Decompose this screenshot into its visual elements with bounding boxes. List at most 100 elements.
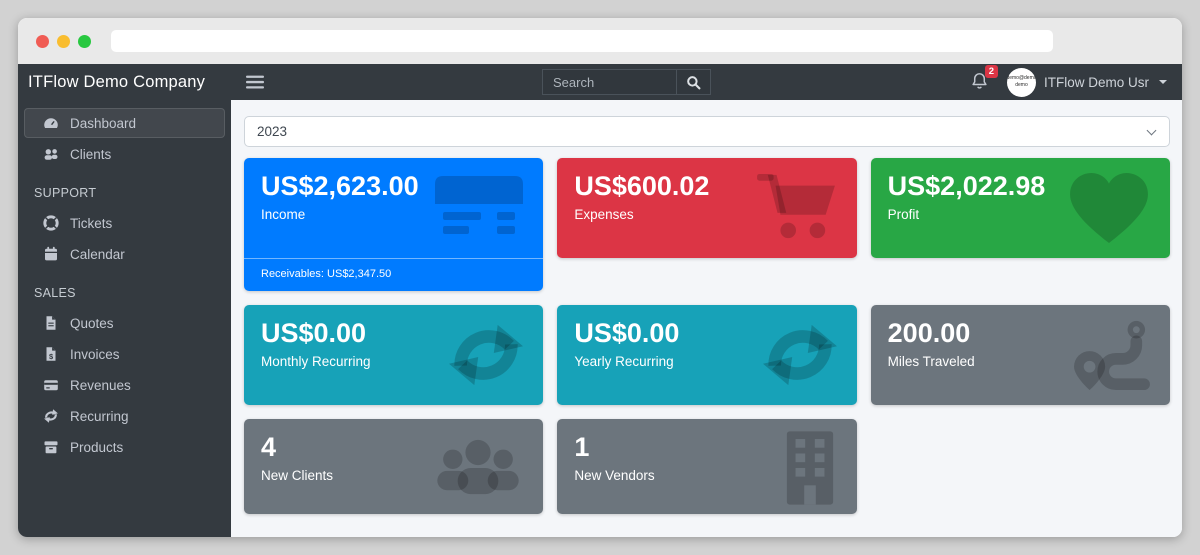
- user-menu[interactable]: demo@demo demo ITFlow Demo Usr: [1006, 67, 1167, 97]
- sidebar-item-clients[interactable]: Clients: [24, 139, 225, 169]
- sidebar-item-calendar[interactable]: Calendar: [24, 239, 225, 269]
- year-select-value: 2023: [257, 124, 288, 139]
- card-body: US$2,623.00 Income: [244, 158, 543, 258]
- search-button[interactable]: [676, 69, 711, 95]
- magnifier-icon: [687, 75, 701, 89]
- card-label: Monthly Recurring: [261, 354, 371, 370]
- income-card[interactable]: US$2,623.00 Income Receivables: US$2,347…: [244, 158, 544, 291]
- monthly-recurring-card[interactable]: US$0.00 Monthly Recurring: [244, 305, 544, 405]
- sidebar-item-label: Clients: [70, 146, 112, 162]
- close-window-icon[interactable]: [36, 34, 49, 48]
- sync-icon: [44, 409, 58, 423]
- user-name: ITFlow Demo Usr: [1043, 74, 1149, 90]
- sidebar-item-label: Quotes: [70, 315, 114, 331]
- card-value: 1: [574, 432, 590, 462]
- file-icon: [46, 316, 56, 330]
- sidebar-item-tickets[interactable]: Tickets: [24, 208, 225, 238]
- users-icon: [437, 439, 520, 494]
- sidebar-item-label: Tickets: [70, 215, 113, 231]
- sidebar-item-recurring[interactable]: Recurring: [24, 401, 225, 431]
- sidebar-item-revenues[interactable]: Revenues: [24, 370, 225, 400]
- sidebar-toggle-button[interactable]: [246, 75, 264, 89]
- sidebar-nav: Dashboard Clients SUPPORT: [18, 100, 231, 470]
- sidebar-section-sales: SALES: [34, 286, 76, 300]
- sidebar-item-label: Revenues: [70, 377, 131, 393]
- notification-count-badge: 2: [984, 65, 998, 79]
- card-label: Expenses: [574, 207, 634, 223]
- card-value: US$2,623.00: [261, 171, 419, 201]
- sidebar-item-label: Products: [70, 439, 124, 455]
- main-column: 2 demo@demo demo ITFlow Demo Usr: [231, 64, 1182, 537]
- card-label: New Clients: [261, 468, 334, 484]
- gauge-icon: [44, 118, 58, 128]
- avatar-text: demo@demo: [1006, 75, 1036, 81]
- card-body: 1 New Vendors: [557, 419, 856, 514]
- card-label: New Vendors: [574, 468, 655, 484]
- notifications-button[interactable]: 2: [971, 65, 998, 94]
- card-value: 4: [261, 432, 277, 462]
- minimize-window-icon[interactable]: [57, 34, 70, 48]
- card-body: US$0.00 Yearly Recurring: [557, 305, 856, 405]
- credit-card-icon: [435, 176, 524, 234]
- sidebar-item-products[interactable]: Products: [24, 432, 225, 462]
- navbar-search: [542, 69, 711, 95]
- sidebar-item-label: Invoices: [70, 346, 120, 362]
- search-input[interactable]: [542, 69, 676, 95]
- chevron-down-icon: [1159, 80, 1167, 84]
- card-body: US$2,022.98 Profit: [871, 158, 1170, 258]
- box-icon: [44, 441, 58, 454]
- sidebar-item-label: Recurring: [70, 408, 129, 424]
- hamburger-icon: [246, 75, 264, 89]
- avatar: demo@demo demo: [1006, 67, 1036, 97]
- card-label: Miles Traveled: [887, 354, 975, 370]
- route-icon: [1074, 320, 1150, 391]
- new-clients-card[interactable]: 4 New Clients: [244, 419, 544, 514]
- maximize-window-icon[interactable]: [78, 34, 91, 48]
- heart-icon: [1070, 172, 1148, 244]
- sidebar-item-label: Dashboard: [70, 115, 137, 131]
- yearly-recurring-card[interactable]: US$0.00 Yearly Recurring: [557, 305, 857, 405]
- sidebar-section-support: SUPPORT: [34, 186, 97, 200]
- card-value: US$2,022.98: [887, 171, 1046, 201]
- sidebar: ITFlow Demo Company Dashboard: [18, 64, 231, 537]
- browser-window: ITFlow Demo Company Dashboard: [18, 18, 1182, 537]
- stat-cards-grid: US$2,623.00 Income Receivables: US$2,347…: [244, 158, 1170, 514]
- sidebar-item-dashboard[interactable]: Dashboard: [24, 108, 225, 138]
- sidebar-item-label: Calendar: [70, 246, 125, 262]
- shopping-cart-icon: [756, 173, 835, 239]
- year-select[interactable]: 2023: [244, 116, 1170, 147]
- card-body: 200.00 Miles Traveled: [871, 305, 1170, 405]
- card-value: US$0.00: [261, 318, 367, 348]
- sidebar-item-quotes[interactable]: Quotes: [24, 308, 225, 338]
- calendar-icon: [45, 246, 57, 261]
- navbar-right: 2 demo@demo demo ITFlow Demo Usr: [971, 65, 1167, 97]
- card-body: US$600.02 Expenses: [557, 158, 856, 258]
- brand-title[interactable]: ITFlow Demo Company: [28, 72, 206, 91]
- address-bar[interactable]: [111, 30, 1053, 52]
- expenses-card[interactable]: US$600.02 Expenses: [557, 158, 857, 258]
- miles-traveled-card[interactable]: 200.00 Miles Traveled: [870, 305, 1170, 405]
- bell-icon: [972, 73, 987, 89]
- card-value: 200.00: [887, 318, 971, 348]
- card-label: Profit: [887, 207, 920, 223]
- browser-titlebar: [18, 18, 1182, 64]
- card-value: US$0.00: [574, 318, 680, 348]
- file-invoice-icon: $: [46, 347, 56, 361]
- credit-card-icon: [44, 380, 58, 391]
- dashboard-content: 2023 US$2,623.00 Income: [231, 100, 1182, 537]
- card-label: Yearly Recurring: [574, 354, 674, 370]
- sidebar-item-invoices[interactable]: $ Invoices: [24, 339, 225, 369]
- new-vendors-card[interactable]: 1 New Vendors: [557, 419, 857, 514]
- profit-card[interactable]: US$2,022.98 Profit: [870, 158, 1170, 258]
- card-value: US$600.02: [574, 171, 710, 201]
- card-body: US$0.00 Monthly Recurring: [244, 305, 543, 405]
- app-shell: ITFlow Demo Company Dashboard: [18, 64, 1182, 537]
- sync-icon: [762, 324, 837, 386]
- card-footer: Receivables: US$2,347.50: [244, 258, 544, 291]
- top-navbar: 2 demo@demo demo ITFlow Demo Usr: [231, 64, 1182, 100]
- svg-text:$: $: [49, 352, 54, 361]
- life-ring-icon: [43, 215, 59, 231]
- users-icon: [44, 149, 58, 160]
- building-icon: [786, 430, 833, 505]
